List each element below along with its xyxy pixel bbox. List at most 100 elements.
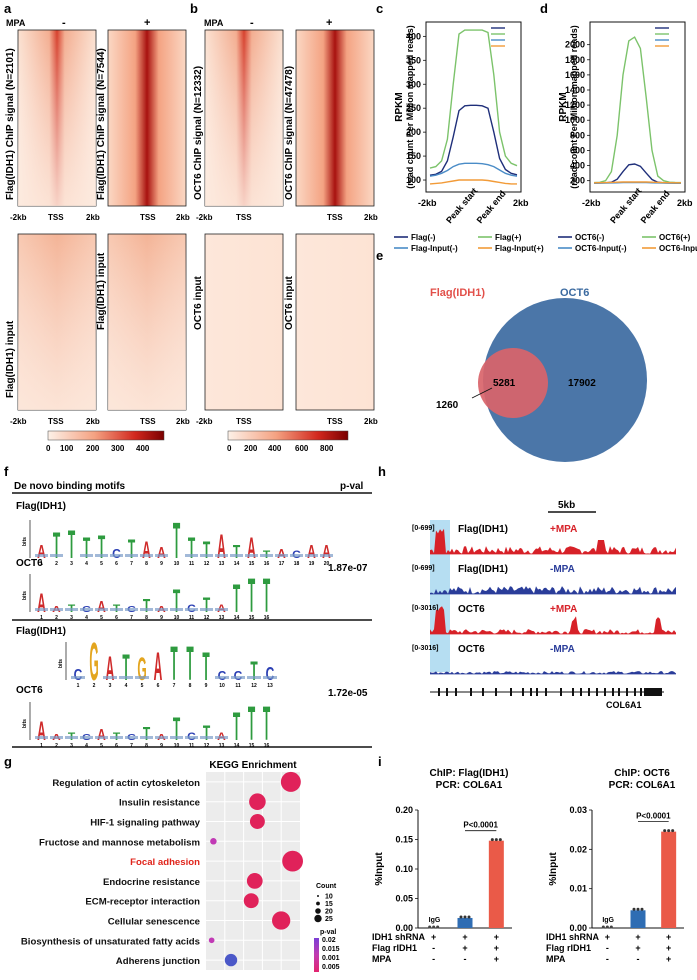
- y-tick-label: 1800: [565, 55, 585, 65]
- mpa-label-b: MPA: [204, 18, 224, 28]
- motif2-bottom-label: OCT6: [16, 685, 43, 696]
- track-rows: [0-699] Flag(IDH1) +MPA [0-699] Flag(IDH1) -M…: [412, 524, 676, 675]
- logo-position: 16: [264, 561, 270, 567]
- motif1-pval: 1.87e-07: [328, 563, 368, 574]
- tick-2kb: 2kb: [86, 417, 100, 426]
- heatmap-label-oct6-input-minus: OCT6 input: [193, 275, 204, 330]
- logo-position: 13: [267, 683, 273, 689]
- legend-label: Flag-Input(+): [495, 244, 544, 253]
- logo-position: 11: [189, 615, 195, 621]
- colorbar-a-label: 300: [111, 444, 125, 453]
- legend-label: OCT6-Input(-): [575, 244, 627, 253]
- data-point: [459, 915, 463, 919]
- exon: [588, 688, 590, 696]
- logo-filler: [65, 736, 78, 739]
- y-tick-label: 0.03: [569, 805, 587, 815]
- colorbar-b-labels: 0 200 400 600 800: [227, 444, 334, 453]
- legend-label: OCT6-Input(+): [659, 244, 697, 253]
- logo-position: 15: [249, 561, 255, 567]
- colorbar-a-label: 0: [46, 444, 51, 453]
- pval-legend-title: p-val: [320, 929, 336, 936]
- motif-logo-2: bitsA1A2T3C4A5T6C7T8A9T10C11T12A13T14T15…: [22, 569, 270, 623]
- kegg-dot: [210, 838, 217, 845]
- track-range: [0-699]: [412, 525, 435, 532]
- exon: [495, 688, 497, 696]
- pval-legend-bar: [314, 938, 319, 972]
- logo-letter: C: [218, 668, 227, 683]
- tick-2kb: 2kb: [176, 417, 190, 426]
- table-cell: +: [666, 954, 671, 964]
- igg-label: IgG: [429, 917, 441, 924]
- bar-title-2: PCR: COL6A1: [436, 780, 503, 791]
- heatmap-ticks-bottom: -2kb TSS 2kb TSS 2kb -2kb TSS TSS 2kb: [10, 417, 378, 426]
- colorbar-a: [47, 430, 165, 441]
- x-tick-label: -2kb: [582, 198, 601, 208]
- plot-frame: [425, 21, 522, 193]
- colorbar-b: [227, 430, 349, 441]
- series-line-Flag-Input(+): [429, 179, 517, 185]
- track-range: [0-699]: [412, 565, 435, 572]
- logo-filler: [155, 608, 168, 611]
- count-legend-label: 10: [325, 894, 333, 901]
- exon: [482, 688, 484, 696]
- panel-letter-f: f: [4, 464, 9, 479]
- colorbar-b-label: 600: [295, 444, 309, 453]
- exon: [618, 688, 620, 696]
- logo-position: 7: [130, 615, 133, 621]
- data-point: [494, 838, 498, 842]
- exon: [560, 688, 562, 696]
- table-cell: +: [431, 932, 436, 942]
- table-cell: +: [494, 954, 499, 964]
- data-point: [498, 838, 502, 842]
- exon: [634, 688, 636, 696]
- venn-overlap: 5281: [493, 378, 516, 389]
- logo-position: 7: [130, 561, 133, 567]
- logo-position: 1: [40, 615, 43, 621]
- logo-position: 5: [100, 615, 103, 621]
- p-value: P<0.0001: [463, 821, 498, 830]
- logo-filler: [103, 676, 117, 679]
- track-range: [0-3016]: [412, 605, 438, 612]
- panel-letter-b: b: [190, 1, 198, 16]
- exon: [572, 688, 574, 696]
- logo-position: 16: [264, 615, 270, 621]
- scale-label: 5kb: [558, 500, 575, 511]
- track-name: OCT6: [458, 604, 485, 615]
- logo-position: 1: [40, 561, 43, 567]
- logo-letter: T: [98, 530, 105, 566]
- logo-position: 14: [234, 615, 240, 621]
- y-tick-label: 400: [406, 31, 421, 41]
- y-tick-label: 0.00: [569, 923, 587, 933]
- motif-header: De novo binding motifs: [14, 481, 126, 492]
- motif2-pval: 1.72e-05: [328, 688, 368, 699]
- y-tick-label: 0.05: [395, 894, 413, 904]
- logo-letter: T: [53, 524, 60, 566]
- kegg-dot: [280, 771, 301, 792]
- profile-plot-c: 100 150 200 250 300 350 400 RPKM (read count Per…: [394, 21, 544, 253]
- track-condition: -MPA: [550, 564, 575, 575]
- logo-filler: [215, 676, 229, 679]
- kegg-dot: [249, 793, 266, 810]
- logo-position: 4: [125, 683, 128, 689]
- logo-position: 3: [70, 561, 73, 567]
- table-cell: +: [666, 943, 671, 953]
- logo-bits-label: bits: [22, 719, 28, 728]
- logo-filler: [215, 554, 228, 557]
- logo-position: 2: [55, 615, 58, 621]
- count-legend-dot: [315, 908, 321, 914]
- tick-tss: TSS: [236, 417, 252, 426]
- logo-letter: T: [203, 720, 211, 745]
- count-legend-dot: [314, 914, 322, 923]
- heatmap-label-flag-input-plus: Flag(IDH1) input: [96, 252, 107, 330]
- y-axis-label-2: (read count Per Million mapped reads): [405, 25, 415, 189]
- table-row-label: IDH1 shRNA: [546, 932, 600, 942]
- y-tick-label: 600: [570, 145, 585, 155]
- logo-letter: A: [37, 589, 46, 619]
- y-axis-label: RPKM: [558, 92, 569, 121]
- motif-pval-header: p-val: [340, 481, 364, 492]
- plot-frame: [589, 21, 686, 193]
- series-line-Flag-Input(-): [429, 162, 518, 177]
- logo-filler: [185, 608, 198, 611]
- logo-position: 11: [189, 743, 195, 749]
